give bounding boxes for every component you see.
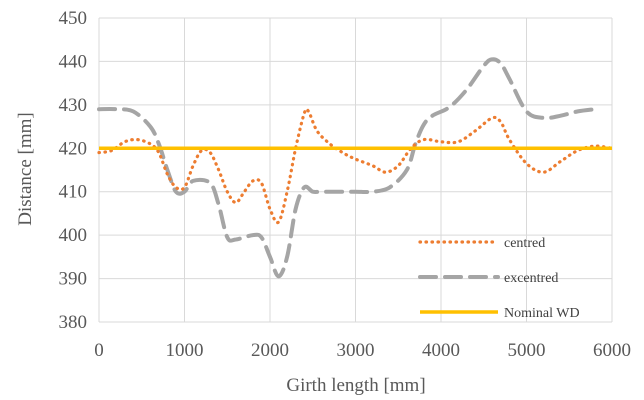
x-tick-label: 1000 [166,340,204,361]
series-line-centred [97,107,614,225]
series-line-excentred [97,57,597,279]
x-tick-label: 2000 [251,340,289,361]
x-tick-label: 0 [94,340,104,361]
y-tick-label: 380 [59,312,88,333]
legend-label: centred [504,236,545,251]
y-tick-label: 390 [59,269,88,290]
y-tick-label: 420 [59,138,88,159]
series-layer [97,57,614,279]
y-tick-label: 430 [59,95,88,116]
y-tick-label: 410 [59,182,88,203]
legend-label: excentred [504,271,558,286]
x-tick-label: 4000 [422,340,460,361]
x-tick-label: 5000 [508,340,546,361]
y-axis-title: Distance [mm] [15,112,36,225]
x-tick-label: 6000 [593,340,631,361]
x-axis-title: Girth length [mm] [286,375,425,396]
y-tick-label: 440 [59,51,88,72]
y-tick-label: 450 [59,8,88,29]
x-tick-label: 3000 [337,340,375,361]
legend-label: Nominal WD [504,306,580,321]
legend: centred excentred Nominal WD [418,236,580,321]
y-tick-label: 400 [59,225,88,246]
tick-labels: 380 390 400 410 420 430 440 450 0 1000 2000 3000 400… [59,8,632,361]
